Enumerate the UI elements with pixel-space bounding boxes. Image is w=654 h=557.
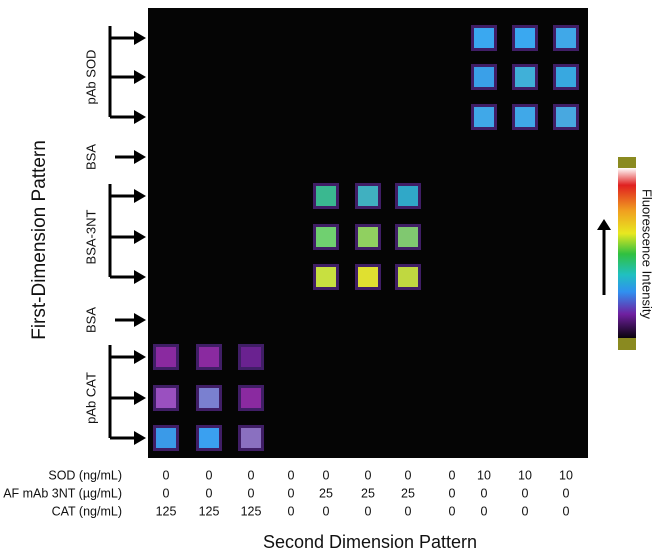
table-cell: 0 [449, 486, 456, 500]
spot [398, 267, 418, 287]
table-row-label: SOD (ng/mL) [48, 468, 122, 482]
spot [556, 28, 576, 48]
spot [515, 107, 535, 127]
spot [398, 227, 418, 247]
table-cell: 0 [449, 504, 456, 518]
spot [199, 428, 219, 448]
table-cell: 0 [563, 486, 570, 500]
arrow-head [134, 110, 146, 124]
spot [474, 67, 494, 87]
arrow-head [134, 70, 146, 84]
table-cell: 0 [323, 468, 330, 482]
table-cell: 0 [163, 486, 170, 500]
row-group-label: pAb CAT [83, 372, 98, 424]
table-cell: 125 [199, 504, 220, 518]
x-axis-title: Second Dimension Pattern [263, 532, 477, 552]
spot [474, 28, 494, 48]
table-cell: 0 [522, 486, 529, 500]
spots [153, 25, 579, 451]
table-cell: 0 [206, 486, 213, 500]
table-cell: 0 [481, 486, 488, 500]
table-cell: 0 [323, 504, 330, 518]
arrow-head [134, 391, 146, 405]
table-cell: 125 [156, 504, 177, 518]
arrow-head [134, 150, 146, 164]
table-cell: 0 [248, 486, 255, 500]
table-cell: 10 [518, 468, 532, 482]
colorbar [618, 168, 636, 340]
arrow-head [134, 189, 146, 203]
table-cell: 0 [206, 468, 213, 482]
row-group-label: BSA-3NT [83, 209, 98, 264]
table-cell: 0 [405, 468, 412, 482]
spot [358, 267, 378, 287]
y-axis-title: First-Dimension Pattern [29, 140, 50, 340]
table-cell: 10 [559, 468, 573, 482]
spot [474, 107, 494, 127]
colorbar-cap [618, 157, 636, 170]
table-cell: 0 [288, 504, 295, 518]
table-row-label: AF mAb 3NT (µg/mL) [3, 486, 122, 500]
spot [358, 186, 378, 206]
arrow-head [134, 350, 146, 364]
table-cell: 125 [241, 504, 262, 518]
table-cell: 0 [449, 468, 456, 482]
colorbar-cap [618, 338, 636, 350]
arrow-head [134, 31, 146, 45]
row-group-label: BSA [83, 144, 98, 170]
table-cell: 25 [361, 486, 375, 500]
spot [199, 347, 219, 367]
table-cell: 25 [401, 486, 415, 500]
table-cell: 0 [481, 504, 488, 518]
arrow-head [134, 270, 146, 284]
spot [241, 347, 261, 367]
spot [199, 388, 219, 408]
spot [316, 267, 336, 287]
table-cell: 0 [163, 468, 170, 482]
arrow-head [597, 219, 611, 230]
table-cell: 0 [365, 468, 372, 482]
arrows [108, 26, 146, 445]
spot [316, 186, 336, 206]
table-row-label: CAT (ng/mL) [52, 504, 122, 518]
table-cell: 0 [522, 504, 529, 518]
table-cell: 0 [365, 504, 372, 518]
spot [515, 67, 535, 87]
spot [556, 67, 576, 87]
spot [156, 388, 176, 408]
table-cell: 0 [288, 486, 295, 500]
arrow-head [134, 230, 146, 244]
row-group-label: BSA [83, 307, 98, 333]
spot [156, 428, 176, 448]
spot [515, 28, 535, 48]
arrow-head [134, 313, 146, 327]
spot [241, 388, 261, 408]
row-group-label: pAb SOD [83, 50, 98, 105]
table-cell: 0 [248, 468, 255, 482]
table-cell: 0 [563, 504, 570, 518]
spot [398, 186, 418, 206]
table-cell: 25 [319, 486, 333, 500]
table-cell: 0 [405, 504, 412, 518]
spot [156, 347, 176, 367]
spot [358, 227, 378, 247]
spot [316, 227, 336, 247]
spot [241, 428, 261, 448]
colorbar-label: Fluorescence Intensity [640, 189, 654, 320]
table-cell: 10 [477, 468, 491, 482]
table-cell: 0 [288, 468, 295, 482]
arrow-head [134, 431, 146, 445]
spot [556, 107, 576, 127]
